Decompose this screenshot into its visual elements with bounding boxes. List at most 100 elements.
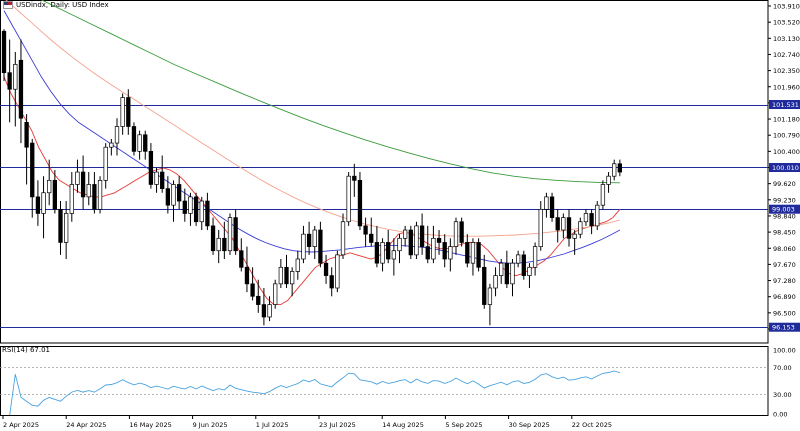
ohlc-bar-body [363, 225, 368, 235]
ohlc-bar-body [566, 217, 572, 239]
horizontal-levels[interactable] [0, 105, 768, 328]
ohlc-bar [160, 155, 165, 193]
ohlc-bar-body [148, 151, 154, 185]
ohlc-bar [131, 122, 137, 156]
ohlc-bar-body [278, 266, 283, 285]
ohlc-bar [425, 225, 430, 264]
ohlc-bar [137, 130, 142, 160]
price-label: 99.230 [773, 196, 796, 204]
ohlc-bar [103, 143, 108, 189]
chart-frame [0, 0, 769, 416]
ohlc-bar-body [24, 122, 29, 148]
ohlc-bar-body [154, 171, 159, 185]
ohlc-bar [318, 221, 323, 268]
ohlc-bar [69, 172, 74, 222]
ohlc-bar [7, 39, 12, 123]
ohlc-bar [126, 89, 131, 135]
ohlc-bar [165, 176, 171, 214]
ohlc-bar-body [544, 196, 549, 210]
ohlc-bar-body [323, 262, 329, 276]
ohlc-bar-body [193, 196, 199, 223]
ohlc-bar [510, 259, 515, 297]
price-label: 96.890 [773, 293, 796, 301]
ohlc-bar [335, 250, 340, 293]
ohlc-bar [419, 213, 425, 255]
ohlc-bar-body [459, 221, 464, 243]
chart-title: USDindx, Daily: USD Index [16, 1, 109, 9]
ohlc-bar-body [109, 142, 114, 148]
time-label: 5 Sep 2025 [445, 421, 482, 429]
ohlc-bar [470, 238, 476, 276]
ohlc-bar-body [482, 266, 487, 305]
ohlc-bar [301, 225, 306, 264]
ohlc-bar-body [301, 233, 306, 260]
ohlc-bar [346, 172, 351, 226]
ohlc-bar [24, 114, 29, 185]
price-label: 98.840 [773, 212, 796, 220]
ohlc-bar-body [600, 184, 606, 206]
ohlc-bar [521, 250, 526, 280]
ohlc-bar-body [335, 254, 340, 289]
ohlc-bar [58, 201, 63, 255]
ohlc-bar [188, 192, 193, 226]
ohlc-bar-body [18, 59, 24, 119]
level-label-bg [769, 322, 800, 332]
ohlc-bar-body [414, 225, 419, 256]
ohlc-bar-body [7, 72, 12, 90]
ohlc-bar [504, 250, 509, 289]
ohlc-bar-body [419, 225, 425, 247]
ohlc-bar-body [114, 126, 120, 144]
ohlc-bar [515, 250, 521, 268]
ohlc-bar-body [397, 237, 402, 252]
ohlc-bar-body [493, 275, 498, 289]
ohlc-bar [216, 230, 221, 264]
rsi-scale-label: 30.00 [773, 391, 792, 399]
ohlc-bar-body [549, 196, 555, 218]
ohlc-bar-body [47, 179, 52, 194]
ohlc-bar [589, 209, 594, 235]
us-flag-icon [3, 1, 13, 9]
rsi-scale-label: 0.00 [773, 411, 787, 419]
ohlc-bar [476, 238, 481, 272]
ohlc-bar-body [250, 283, 255, 297]
ohlc-bar-body [532, 246, 538, 268]
ohlc-bar [386, 230, 391, 264]
ohlc-bar [482, 254, 487, 309]
ohlc-bar-body [504, 262, 509, 285]
ohlc-bar [256, 279, 261, 313]
price-label: 102.350 [773, 67, 800, 75]
ohlc-bar-body [369, 233, 374, 243]
ohlc-bar [205, 192, 210, 231]
ohlc-bar-body [312, 229, 317, 247]
ohlc-bar [114, 118, 120, 156]
ohlc-bar-body [165, 188, 171, 206]
ohlc-bar [177, 176, 182, 210]
price-label: 102.740 [773, 51, 800, 59]
ohlc-bar [30, 138, 35, 218]
time-label: 22 Oct 2025 [572, 421, 612, 429]
ohlc-bar-body [171, 184, 176, 206]
ohlc-bar-body [583, 213, 589, 223]
ohlc-bar [561, 213, 566, 239]
ohlc-bar [250, 267, 255, 301]
ohlc-bar-body [470, 242, 476, 264]
ohlc-bar [566, 209, 572, 247]
ohlc-bar [1, 29, 7, 81]
ohlc-bar-body [41, 192, 46, 214]
ohlc-bar-body [273, 283, 278, 305]
price-label: 97.280 [773, 277, 796, 285]
ohlc-bar-body [92, 184, 97, 210]
rsi-panel: 100.00 70.00 30.00 0.00 [0, 347, 796, 419]
ohlc-bar-body [436, 237, 442, 243]
ohlc-bar-body [357, 179, 363, 227]
ohlc-bar [448, 238, 453, 272]
ohlc-bar [397, 234, 402, 264]
ohlc-bar-body [510, 262, 515, 285]
ohlc-bar-body [386, 242, 391, 260]
ohlc-bar-body [425, 246, 430, 260]
ohlc-bar-body [160, 171, 165, 189]
time-label: 14 Aug 2025 [382, 421, 424, 429]
ohlc-bar [267, 296, 272, 322]
rsi-scale-label: 100.00 [773, 347, 796, 355]
